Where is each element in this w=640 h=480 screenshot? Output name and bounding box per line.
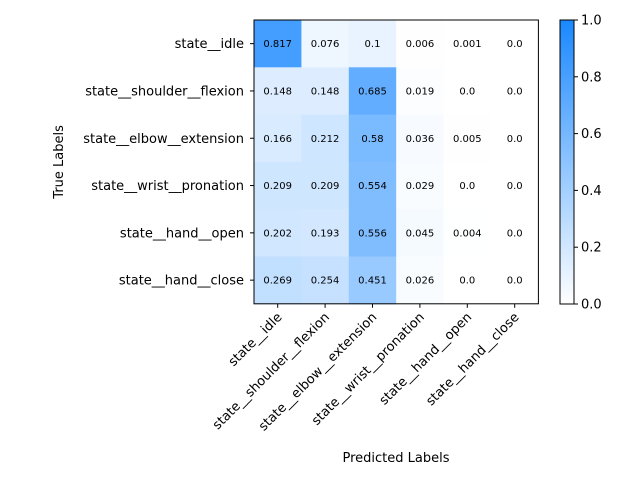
heatmap-cell <box>348 209 397 257</box>
cell-value-label: 0.817 <box>263 39 292 50</box>
colorbar-tick-label: 0.6 <box>581 127 602 142</box>
heatmap-cell <box>301 67 350 116</box>
heatmap-cell <box>348 256 397 305</box>
heatmap-cell <box>491 161 539 210</box>
heatmap-cell <box>348 161 397 210</box>
cell-value-label: 0.0 <box>507 39 523 50</box>
heatmap-cell <box>396 114 445 163</box>
cell-value-label: 0.0 <box>507 86 523 97</box>
heatmap-cell <box>301 256 350 305</box>
cell-value-label: 0.209 <box>263 181 292 192</box>
cell-value-label: 0.0 <box>459 86 475 97</box>
cell-value-label: 0.212 <box>311 134 340 145</box>
heatmap-cell <box>443 161 492 210</box>
y-tick-label: state__wrist__pronation <box>91 179 244 194</box>
heatmap-cell <box>443 67 492 116</box>
y-axis-title: True Labels <box>52 125 67 200</box>
y-tick-label: state__shoulder__flexion <box>85 84 244 99</box>
heatmap-cell <box>396 20 445 68</box>
heatmap-cells <box>254 20 539 305</box>
cell-value-label: 0.005 <box>453 134 482 145</box>
heatmap-cell <box>443 20 492 68</box>
colorbar <box>559 19 575 305</box>
colorbar-tick-label: 0.0 <box>581 298 602 313</box>
y-axis-ticks: state__idle state__shoulder__flexionstate… <box>83 37 254 289</box>
cell-value-label: 0.026 <box>406 276 435 287</box>
heatmap-cell <box>396 256 445 305</box>
heatmap-cell <box>301 20 350 68</box>
cell-value-label: 0.004 <box>453 228 482 239</box>
cell-value-label: 0.202 <box>263 228 292 239</box>
cell-value-label: 0.148 <box>263 86 292 97</box>
heatmap-cell <box>443 256 492 305</box>
heatmap-cell <box>443 114 492 163</box>
cell-value-label: 0.1 <box>365 39 381 50</box>
cell-value-label: 0.001 <box>453 39 482 50</box>
cell-value-label: 0.0 <box>459 276 475 287</box>
heatmap-cell <box>348 67 397 116</box>
heatmap-cell-labels: 0.817 0.076 0.1 0.006 0.001 0.0 0.148 0.148 0.68… <box>263 39 523 287</box>
cell-value-label: 0.0 <box>507 276 523 287</box>
heatmap-cell <box>254 161 302 210</box>
heatmap-cell <box>491 20 539 68</box>
cell-value-label: 0.0 <box>507 134 523 145</box>
cell-value-label: 0.0 <box>507 228 523 239</box>
heatmap-cell <box>491 256 539 305</box>
colorbar-tick-label: 0.4 <box>581 184 602 199</box>
cell-value-label: 0.554 <box>358 181 387 192</box>
heatmap-cell <box>348 20 397 68</box>
cell-value-label: 0.451 <box>358 276 387 287</box>
x-tick-label: state__hand__open <box>377 310 475 408</box>
colorbar-tick-label: 0.8 <box>581 70 602 85</box>
x-axis-title: Predicted Labels <box>342 451 449 466</box>
heatmap-cell <box>396 67 445 116</box>
cell-value-label: 0.269 <box>263 276 292 287</box>
heatmap-cell <box>301 161 350 210</box>
cell-value-label: 0.166 <box>263 134 292 145</box>
cell-value-label: 0.685 <box>358 86 387 97</box>
cell-value-label: 0.0 <box>507 181 523 192</box>
heatmap-cell <box>491 114 539 163</box>
cell-value-label: 0.0 <box>459 181 475 192</box>
heatmap-cell <box>348 114 397 163</box>
cell-value-label: 0.254 <box>311 276 340 287</box>
cell-value-label: 0.036 <box>406 134 435 145</box>
y-tick-label: state__elbow__extension <box>83 132 244 147</box>
heatmap-cell <box>301 114 350 163</box>
y-tick-label: state__hand__close <box>119 274 244 289</box>
cell-value-label: 0.58 <box>361 134 383 145</box>
cell-value-label: 0.045 <box>406 228 435 239</box>
cell-value-label: 0.556 <box>358 228 387 239</box>
cell-value-label: 0.029 <box>406 181 435 192</box>
x-tick-label: state__hand__close <box>423 310 522 409</box>
colorbar-ticks: 0.0 0.2 0.4 0.6 0.8 1.0 <box>574 14 602 313</box>
heatmap-cell <box>301 209 350 257</box>
y-tick-label: state__hand__open <box>120 226 244 241</box>
cell-value-label: 0.006 <box>406 39 435 50</box>
cell-value-label: 0.019 <box>406 86 435 97</box>
heatmap-cell <box>254 20 302 68</box>
heatmap-cell <box>254 256 302 305</box>
heatmap-cell <box>491 67 539 116</box>
colorbar-tick-label: 0.2 <box>581 241 602 256</box>
cell-value-label: 0.193 <box>311 228 340 239</box>
heatmap-cell <box>254 67 302 116</box>
heatmap-cell <box>396 209 445 257</box>
x-axis-ticks: state__idlestate__shoulder__flexionstate… <box>210 303 523 434</box>
heatmap-cell <box>254 209 302 257</box>
heatmap-cell <box>443 209 492 257</box>
cell-value-label: 0.148 <box>311 86 340 97</box>
cell-value-label: 0.076 <box>311 39 340 50</box>
heatmap-cell <box>254 114 302 163</box>
heatmap-cell <box>396 161 445 210</box>
y-tick-label: state__idle <box>175 37 244 52</box>
heatmap-cell <box>491 209 539 257</box>
plot-frame <box>253 19 539 305</box>
colorbar-tick-label: 1.0 <box>581 14 602 29</box>
cell-value-label: 0.209 <box>311 181 340 192</box>
